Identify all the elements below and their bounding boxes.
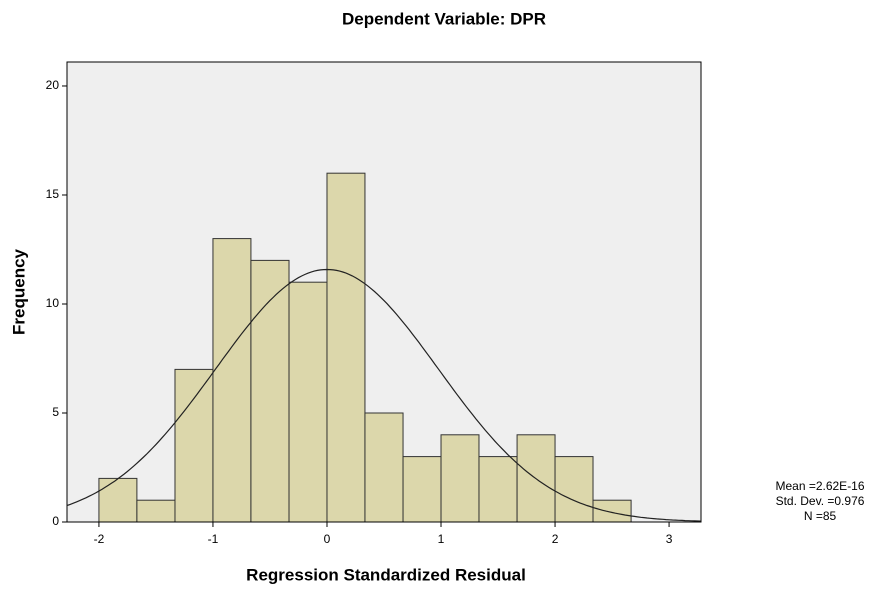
stat-label: N =85 (804, 509, 837, 523)
x-tick-label: 2 (552, 532, 559, 546)
y-tick-label: 15 (46, 187, 60, 201)
y-axis-label: Frequency (9, 248, 28, 335)
bar (288, 281, 328, 523)
bar (478, 456, 518, 523)
x-tick-label: -2 (94, 532, 105, 546)
x-tick-label: 0 (324, 532, 331, 546)
bar (440, 434, 480, 523)
x-axis-label: Regression Standardized Residual (246, 565, 526, 584)
bar (250, 259, 290, 523)
stat-label: Mean =2.62E-16 (775, 479, 864, 493)
bar (212, 238, 252, 523)
bar (592, 499, 632, 523)
normal-curve (66, 268, 702, 522)
y-tick-label: 0 (52, 514, 59, 528)
bar (402, 456, 442, 523)
y-tick-label: 20 (46, 78, 60, 92)
bar (98, 477, 138, 523)
bar (174, 368, 214, 523)
bar (136, 499, 176, 523)
bar (554, 456, 594, 523)
bar (326, 172, 366, 523)
x-tick-label: -1 (208, 532, 219, 546)
stat-label: Std. Dev. =0.976 (776, 494, 865, 508)
y-tick-label: 10 (46, 296, 60, 310)
x-tick-label: 3 (666, 532, 673, 546)
x-tick-label: 1 (438, 532, 445, 546)
y-tick-label: 5 (52, 405, 59, 419)
chart-title: Dependent Variable: DPR (342, 9, 546, 28)
bar (364, 412, 404, 523)
